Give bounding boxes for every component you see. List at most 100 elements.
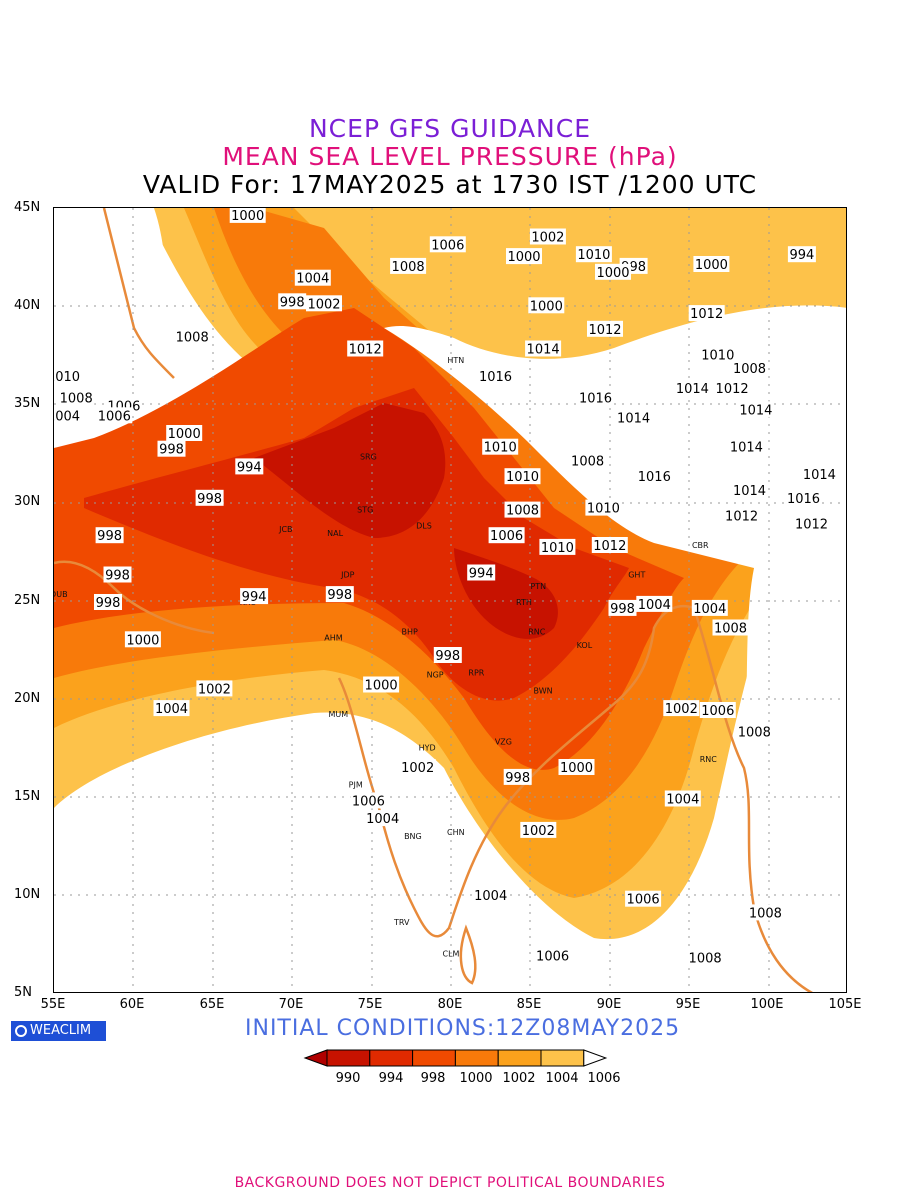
contour-label-text: 1014 (617, 411, 650, 426)
contour-label-text: 1012 (588, 323, 621, 338)
contour-label: 1012 (723, 507, 760, 525)
contour-label-bg (801, 466, 838, 483)
contour-label: 1004 (153, 700, 190, 717)
contour-label-text: 1010 (484, 441, 517, 456)
contour-label-text: 1008 (392, 260, 425, 275)
color-legend (303, 1049, 608, 1067)
legend-color-box (497, 1049, 542, 1067)
contour-label: 1002 (663, 700, 700, 717)
lat-label-40n: 40N (14, 298, 41, 313)
contour-label-bg (195, 489, 224, 506)
contour-label-bg (96, 407, 133, 424)
legend-color-box (412, 1049, 456, 1067)
legend-label-998: 998 (420, 1071, 446, 1086)
contour-label-bg (687, 949, 724, 966)
pressure-map: SRGSTGNALJCBDLSJDPKRCAHMDUBBHPPTNRTHRNCK… (53, 207, 847, 993)
contour-label: 1004 (472, 886, 509, 904)
contour-label-bg (787, 246, 816, 263)
contour-label-text: 1000 (507, 250, 540, 265)
contour-label-bg (608, 599, 637, 616)
fill-southeast-asia-white (694, 548, 846, 992)
contour-label-bg (153, 700, 190, 717)
city-label: STG (357, 506, 373, 515)
contour-label-text: 1002 (198, 682, 231, 697)
contour-label-text: 1006 (627, 893, 660, 908)
initial-conditions: INITIAL CONDITIONS:12Z08MAY2025 (245, 1016, 681, 1041)
contour-label-text: 1004 (666, 793, 699, 808)
city-label: JCB (278, 525, 292, 534)
contour-label-bg (166, 425, 203, 441)
contour-label-text: 1006 (701, 704, 734, 719)
contour-label-bg (699, 702, 736, 718)
contour-label-bg (103, 566, 132, 583)
title-valid-time: VALID For: 17MAY2025 at 1730 IST /1200 U… (142, 170, 758, 199)
contour-label-bg (472, 886, 509, 903)
contour-label-bg (539, 538, 576, 555)
legend-arrow-high (583, 1049, 608, 1067)
lat-label-15n: 15N (14, 789, 41, 804)
contour-label: 1012 (793, 515, 830, 532)
contour-label-text: 1000 (596, 266, 629, 281)
contour-label-bg (350, 792, 387, 809)
city-label: BNG (404, 832, 422, 841)
contour-label-text: 1014 (803, 468, 836, 483)
pressure-map-svg: SRGSTGNALJCBDLSJDPKRCAHMDUBBHPPTNRTHRNCK… (54, 208, 846, 992)
contour-label-text: 1012 (349, 343, 382, 358)
contour-label-text: 1010 (587, 502, 620, 517)
lon-label-55e: 55E (40, 997, 66, 1012)
contour-label-bg (467, 564, 496, 581)
contour-label-text: 1000 (168, 427, 201, 442)
contour-label-bg (793, 515, 830, 532)
contour-label-bg (714, 379, 751, 396)
contour-label: 998 (503, 768, 532, 786)
contour-label-text: 994 (237, 460, 262, 475)
city-label: CHN (447, 828, 465, 837)
lon-label-90e: 90E (596, 997, 622, 1012)
contour-label: 1008 (58, 389, 95, 407)
lon-label-85e: 85E (516, 997, 542, 1012)
contour-label-text: 998 (97, 529, 122, 544)
city-label: HYD (419, 743, 436, 752)
contour-label-text: 1012 (593, 539, 626, 554)
contour-label-bg (174, 328, 211, 345)
contour-label-bg (235, 458, 264, 475)
contour-label-bg (58, 389, 95, 406)
contour-label: 1002 (196, 680, 233, 697)
contour-label-bg (528, 297, 565, 314)
contour-label: 1000 (166, 425, 203, 442)
legend-label-994: 994 (378, 1071, 404, 1086)
contour-label: 1006 (96, 407, 133, 424)
contour-label-text: 1010 (577, 248, 610, 263)
contour-label-text: 1008 (733, 362, 766, 377)
contour-label-text: 998 (197, 492, 222, 507)
contour-label-bg (433, 647, 462, 663)
contour-label-bg (399, 759, 436, 775)
contour-label-bg (674, 379, 711, 396)
lon-label-75e: 75E (357, 997, 383, 1012)
contour-label-text: 1008 (571, 455, 604, 470)
contour-label-text: 998 (105, 569, 130, 584)
contour-label: 1010 (504, 468, 541, 485)
contour-label: 1002 (529, 228, 566, 246)
contour-label: 1006 (699, 702, 736, 719)
city-label: NAL (327, 529, 343, 538)
contour-label-bg (569, 452, 606, 469)
contour-label-text: 1014 (733, 484, 766, 499)
contour-label: 994 (787, 246, 816, 263)
contour-label: 1002 (520, 821, 557, 839)
weaclim-logo: WEACLIM (11, 1021, 106, 1041)
city-label: KOL (577, 641, 593, 650)
contour-label-bg (95, 527, 124, 544)
contour-label-bg (54, 368, 82, 384)
contour-label: 1008 (390, 257, 427, 275)
contour-label-bg (347, 340, 384, 357)
contour-label: 1016 (785, 489, 822, 507)
contour-label-text: 998 (280, 295, 305, 310)
contour-label-text: 1004 (638, 598, 671, 613)
contour-label: 1004 (664, 790, 701, 808)
legend-color-box (326, 1049, 371, 1067)
contour-label-text: 994 (789, 248, 814, 263)
contour-label: 1008 (504, 501, 541, 519)
contour-label-bg (585, 499, 622, 516)
contour-label-bg (482, 438, 519, 455)
